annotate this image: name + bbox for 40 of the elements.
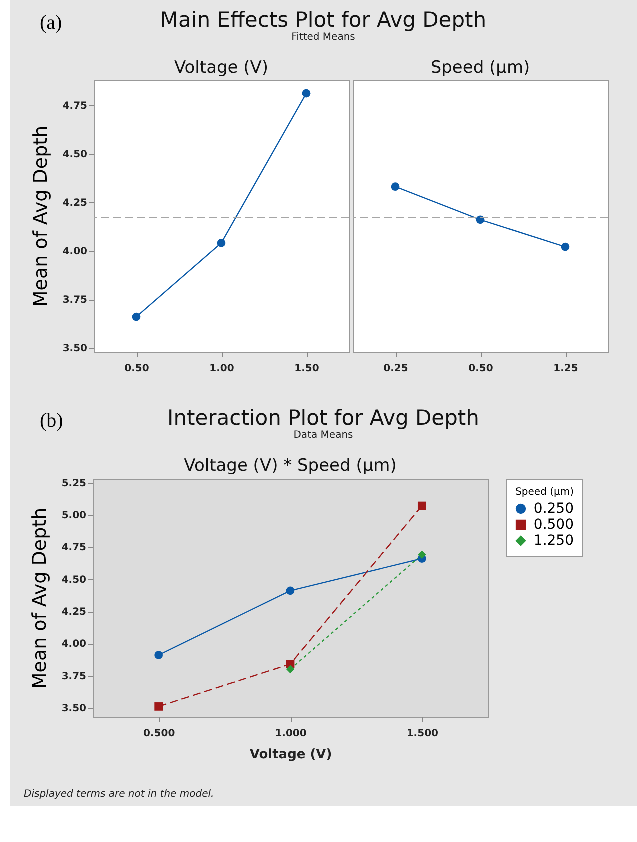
- text: (a): [40, 12, 62, 35]
- y-tick-label: 5.25: [62, 478, 87, 490]
- text: (b): [40, 410, 64, 433]
- x-axis-title: Voltage (V): [250, 748, 332, 762]
- y-tick-label: 3.50: [62, 344, 88, 355]
- y-tick-label: 3.50: [62, 703, 87, 714]
- x-tick-label: 1.500: [406, 728, 439, 740]
- x-tick-label: 0.50: [124, 364, 150, 374]
- x-tick-label: 1.50: [294, 364, 320, 374]
- chart-title: Voltage (V): [174, 58, 269, 78]
- text: Fitted Means: [292, 32, 356, 43]
- x-tick-label: 1.000: [275, 728, 307, 740]
- y-tick-label: 4.00: [62, 639, 87, 650]
- y-tick-label: 4.75: [62, 542, 87, 554]
- y-axis-title: Mean of Avg Depth: [30, 126, 52, 308]
- legend-title: Speed (µm): [516, 487, 574, 498]
- text: Main Effects Plot for Avg Depth: [160, 8, 487, 32]
- text: Displayed terms are not in the model.: [23, 788, 216, 802]
- x-tick-label: 0.25: [384, 364, 408, 374]
- legend-label: 1.250: [534, 533, 574, 549]
- y-tick-label: 3.75: [62, 671, 87, 682]
- legend-label: 0.250: [534, 501, 574, 517]
- x-tick-label: 1.25: [554, 364, 578, 374]
- text: Data Means: [294, 430, 354, 441]
- y-tick-label: 4.75: [62, 100, 88, 112]
- x-tick-label: 1.00: [210, 364, 234, 374]
- chart-title: Speed (µm): [430, 58, 530, 78]
- y-tick-label: 4.50: [62, 149, 88, 160]
- y-tick-label: 4.50: [62, 574, 87, 586]
- y-tick-label: 4.25: [62, 607, 87, 618]
- y-tick-label: 4.25: [62, 198, 88, 209]
- x-tick-label: 0.50: [468, 364, 494, 374]
- x-tick-label: 0.500: [144, 728, 176, 740]
- y-tick-label: 3.75: [62, 295, 88, 306]
- legend-label: 0.500: [534, 517, 574, 533]
- y-axis-title: Mean of Avg Depth: [28, 508, 51, 690]
- chart-title: Voltage (V) * Speed (µm): [184, 456, 397, 476]
- y-tick-label: 4.00: [62, 246, 88, 258]
- y-tick-label: 5.00: [62, 510, 87, 522]
- text: Interaction Plot for Avg Depth: [168, 406, 480, 430]
